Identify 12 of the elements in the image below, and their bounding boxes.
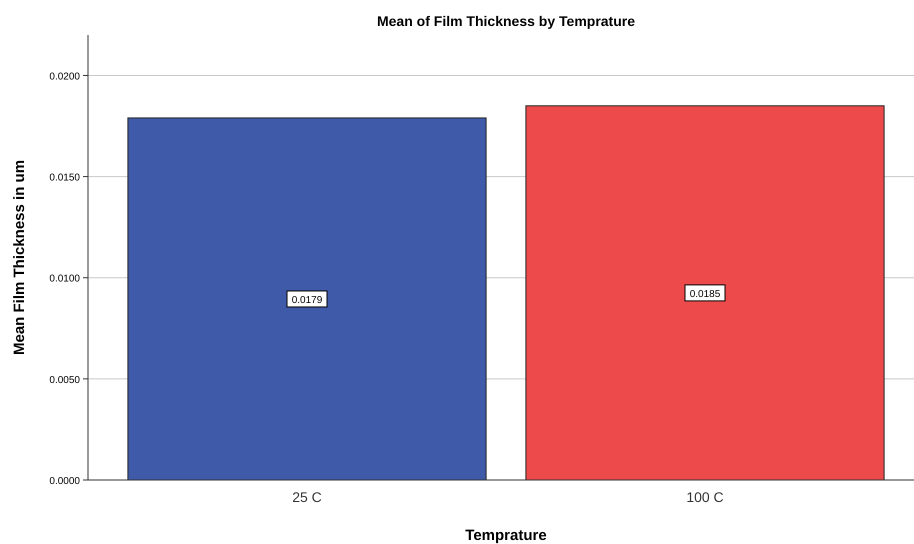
y-tick-label: 0.0150 xyxy=(49,172,80,184)
x-tick-label: 100 C xyxy=(686,489,724,505)
y-axis-title: Mean Film Thickness in um xyxy=(11,160,28,356)
data-label: 0.0179 xyxy=(292,294,323,306)
y-tick-label: 0.0000 xyxy=(49,476,80,487)
y-tick-label: 0.0200 xyxy=(49,71,80,82)
data-label: 0.0185 xyxy=(690,288,721,300)
y-tick-label: 0.0050 xyxy=(49,374,80,386)
chart-title: Mean of Film Thickness by Temprature xyxy=(376,13,636,29)
y-tick-label: 0.0100 xyxy=(49,274,80,285)
x-tick-label: 25 C xyxy=(292,489,322,505)
x-axis-title: Temprature xyxy=(465,527,547,544)
